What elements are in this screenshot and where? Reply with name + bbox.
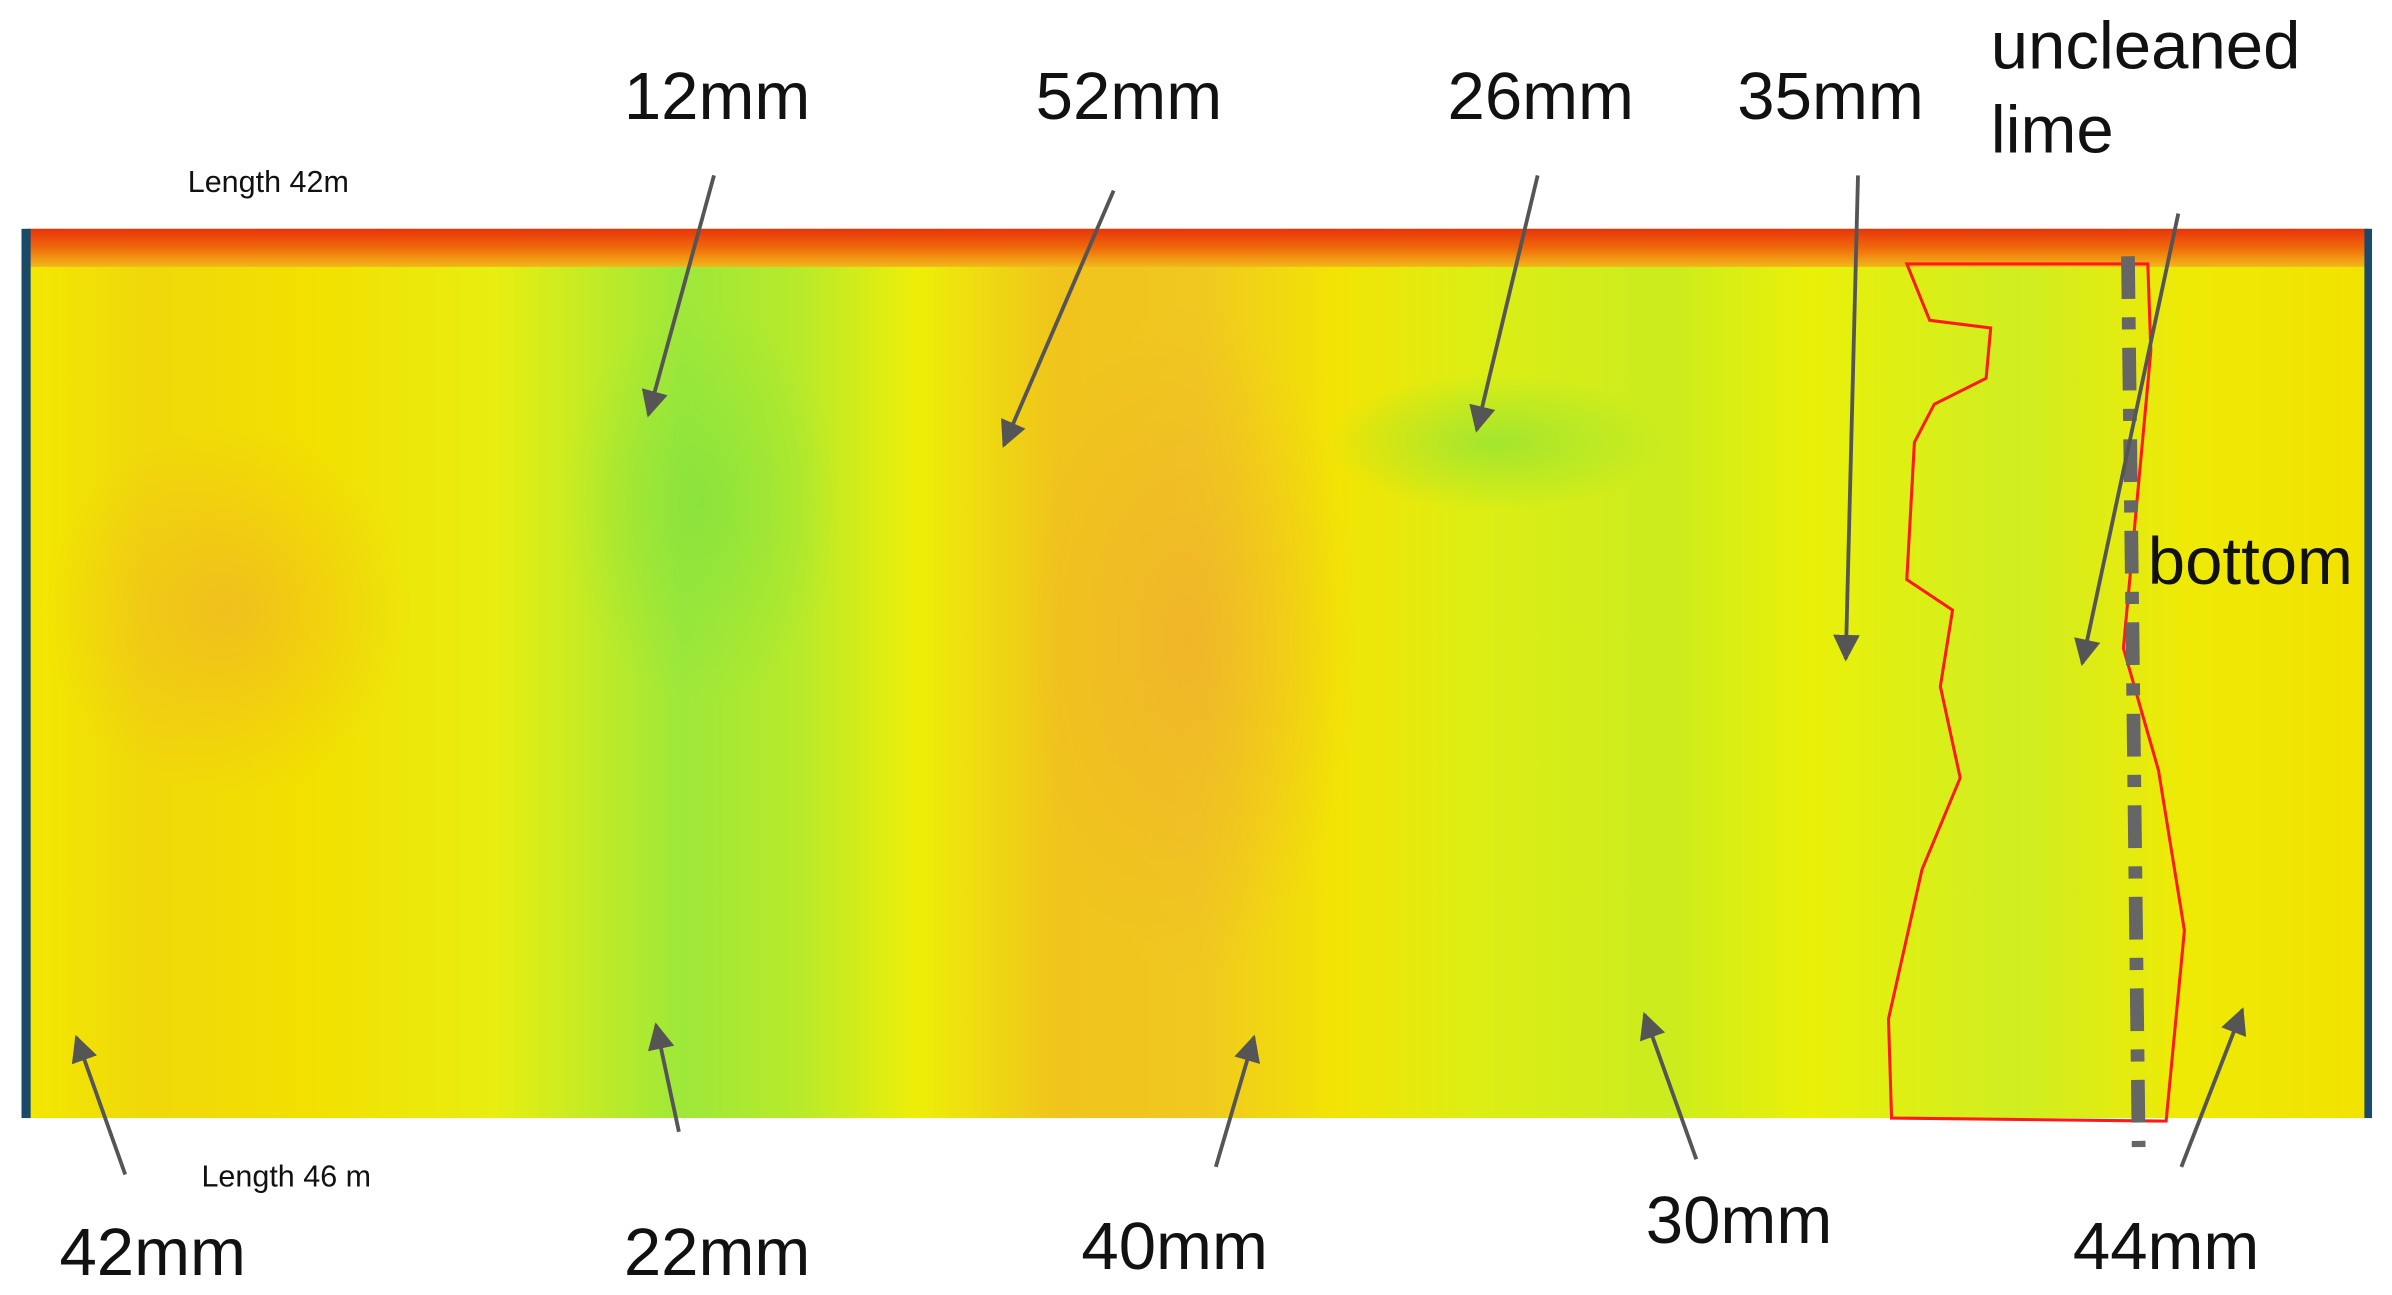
thickness-label: 52mm — [1036, 59, 1222, 134]
arrow — [71, 1034, 128, 1176]
thickness-label: 30mm — [1646, 1183, 1832, 1258]
thickness-label: 40mm — [1081, 1209, 1267, 1284]
thick-zone — [45, 427, 412, 794]
thickness-label: 35mm — [1737, 59, 1923, 134]
thin-zone — [564, 305, 840, 702]
uncleaned-region — [1886, 262, 2186, 1123]
region-label: uncleaned — [1991, 9, 2301, 84]
thick-zone — [1022, 305, 1358, 977]
left-edge — [21, 228, 31, 1119]
thin-zone — [1327, 373, 1663, 511]
thickness-label: 42mm — [59, 1215, 245, 1290]
arrow — [1639, 1011, 1699, 1160]
right-edge — [2364, 228, 2373, 1119]
bottom-line — [2121, 256, 2146, 1148]
arrow — [1214, 1034, 1260, 1168]
length-top: Length 42m — [188, 165, 349, 199]
length-bottom: Length 46 m — [201, 1160, 371, 1194]
axis-label: bottom — [2148, 524, 2353, 599]
top-edge — [27, 228, 2369, 267]
thickness-label: 26mm — [1447, 59, 1633, 134]
thickness-label: 12mm — [624, 59, 810, 134]
thickness-label: 22mm — [624, 1215, 810, 1290]
thickness-label: 44mm — [2073, 1209, 2259, 1284]
region-label: lime — [1991, 93, 2114, 168]
arrow — [648, 1022, 681, 1133]
arrow — [641, 174, 716, 418]
arrow — [2074, 213, 2181, 667]
arrow — [2179, 1007, 2247, 1168]
arrow — [1001, 189, 1116, 448]
arrow — [1469, 174, 1540, 433]
arrow — [1833, 175, 1860, 662]
